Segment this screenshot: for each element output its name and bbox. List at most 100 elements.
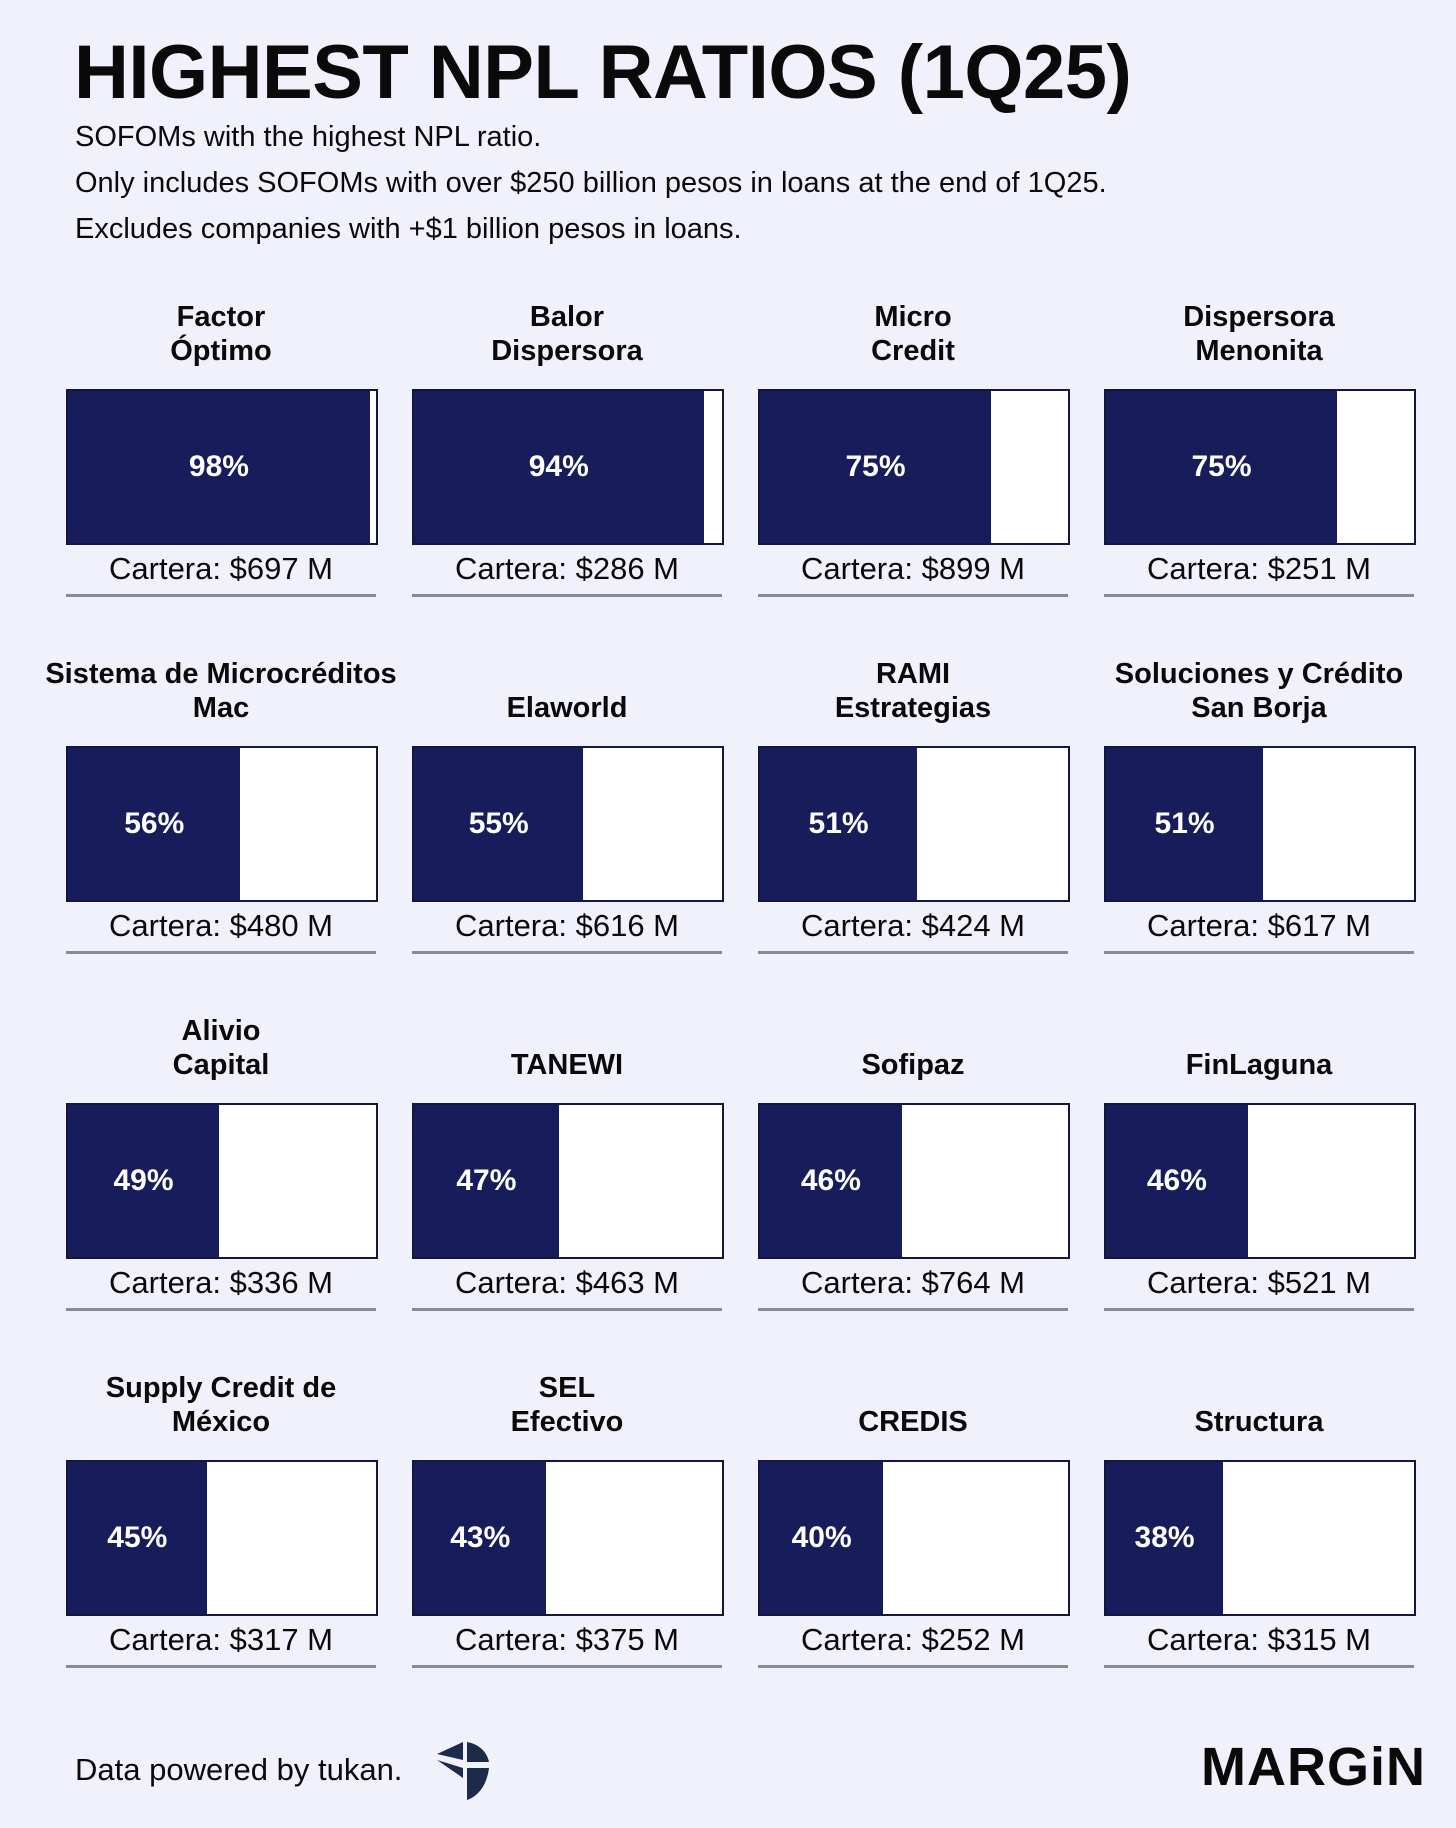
npl-bar: 56% — [66, 746, 378, 902]
card-divider — [1104, 1308, 1414, 1311]
npl-value-label: 55% — [468, 807, 529, 840]
npl-value-label: 75% — [1191, 450, 1252, 483]
cartera-value: Cartera: $251 M — [1147, 551, 1371, 586]
company-name-line: Dispersora — [491, 335, 643, 367]
npl-value-label: 43% — [450, 1521, 511, 1554]
cartera-value: Cartera: $697 M — [109, 551, 333, 586]
npl-value-label: 40% — [791, 1521, 852, 1554]
subtitle-line-1: SOFOMs with the highest NPL ratio. — [75, 121, 542, 153]
cartera-value: Cartera: $424 M — [801, 908, 1025, 943]
company-name: CREDIS — [718, 1339, 1108, 1439]
company-name-line: Soluciones y Crédito — [1114, 658, 1404, 690]
company-name-line: RAMI — [875, 658, 951, 690]
npl-bar-fill — [68, 748, 241, 900]
card-divider — [1104, 594, 1414, 597]
cartera-value: Cartera: $521 M — [1147, 1265, 1371, 1300]
cartera-value: Cartera: $315 M — [1147, 1622, 1371, 1657]
company-name-line: CREDIS — [858, 1406, 968, 1438]
company-name-line: Structura — [1194, 1406, 1324, 1438]
cartera-value: Cartera: $480 M — [109, 908, 333, 943]
company-name: Factor Óptimo — [26, 268, 416, 368]
npl-bar-fill — [414, 1462, 547, 1614]
company-name-line: Mac — [192, 692, 250, 724]
page-title: HIGHEST NPL RATIOS (1Q25) — [74, 30, 1132, 115]
card-divider — [758, 951, 1068, 954]
cartera-value: Cartera: $616 M — [455, 908, 679, 943]
company-name-line: TANEWI — [510, 1049, 624, 1081]
card-divider — [1104, 951, 1414, 954]
cartera-value: Cartera: $899 M — [801, 551, 1025, 586]
npl-bar: 46% — [758, 1103, 1070, 1259]
company-name: Balor Dispersora — [372, 268, 762, 368]
npl-value-label: 46% — [1146, 1164, 1207, 1197]
npl-value-label: 49% — [113, 1164, 174, 1197]
company-name-line: México — [171, 1406, 271, 1438]
npl-bar: 45% — [66, 1460, 378, 1616]
npl-value-label: 46% — [800, 1164, 861, 1197]
cartera-value: Cartera: $252 M — [801, 1622, 1025, 1657]
npl-value-label: 98% — [188, 450, 249, 483]
npl-bar-fill — [1106, 391, 1337, 543]
company-name: Structura — [1064, 1339, 1454, 1439]
npl-bar: 46% — [1104, 1103, 1416, 1259]
company-name-line: Balor — [529, 301, 605, 333]
company-name: Sofipaz — [718, 982, 1108, 1082]
company-name: Dispersora Menonita — [1064, 268, 1454, 368]
company-name: SEL Efectivo — [372, 1339, 762, 1439]
npl-bar: 75% — [1104, 389, 1416, 545]
company-name-line: Sistema de Microcréditos — [45, 658, 397, 690]
company-name-line: Credit — [871, 335, 955, 367]
brand-logo: MARGiN — [1201, 1737, 1426, 1797]
company-name-line: FinLaguna — [1185, 1049, 1333, 1081]
company-name-line: Sofipaz — [861, 1049, 965, 1081]
npl-bar-fill — [414, 1105, 559, 1257]
npl-bar-fill — [760, 1105, 902, 1257]
company-name: Alivio Capital — [26, 982, 416, 1082]
subtitle-line-3: Excludes companies with +$1 billion peso… — [75, 213, 742, 245]
card-divider — [412, 951, 722, 954]
npl-bar: 55% — [412, 746, 724, 902]
card-divider — [1104, 1665, 1414, 1668]
npl-bar: 98% — [66, 389, 378, 545]
company-name-line: Estrategias — [834, 692, 992, 724]
npl-bar: 49% — [66, 1103, 378, 1259]
npl-bar: 38% — [1104, 1460, 1416, 1616]
card-divider — [66, 1308, 376, 1311]
npl-bar-fill — [760, 748, 918, 900]
company-name-line: Dispersora — [1183, 301, 1335, 333]
card-divider — [758, 1308, 1068, 1311]
company-name-line: San Borja — [1191, 692, 1327, 724]
card-divider — [412, 594, 722, 597]
npl-bar: 40% — [758, 1460, 1070, 1616]
cartera-value: Cartera: $375 M — [455, 1622, 679, 1657]
company-name: FinLaguna — [1064, 982, 1454, 1082]
npl-bar-fill — [760, 1462, 884, 1614]
company-name: Soluciones y Crédito San Borja — [1064, 625, 1454, 725]
npl-bar: 51% — [1104, 746, 1416, 902]
subtitle: SOFOMs with the highest NPL ratio. Only … — [75, 114, 1107, 252]
card-divider — [412, 1308, 722, 1311]
company-name: Elaworld — [372, 625, 762, 725]
company-name-line: Alivio — [181, 1015, 261, 1047]
company-name-line: Menonita — [1195, 335, 1323, 367]
cartera-value: Cartera: $317 M — [109, 1622, 333, 1657]
npl-bar-fill — [1106, 1105, 1248, 1257]
npl-bar-fill — [414, 391, 704, 543]
npl-bar-fill — [1106, 748, 1264, 900]
cartera-value: Cartera: $764 M — [801, 1265, 1025, 1300]
card-divider — [66, 594, 376, 597]
cartera-value: Cartera: $286 M — [455, 551, 679, 586]
npl-bar-fill — [414, 748, 584, 900]
company-name: Supply Credit de México — [26, 1339, 416, 1439]
npl-value-label: 51% — [1154, 807, 1215, 840]
cartera-value: Cartera: $463 M — [455, 1265, 679, 1300]
card-divider — [412, 1665, 722, 1668]
tukan-logo-icon — [437, 1742, 489, 1800]
company-name-line: Micro — [874, 301, 952, 333]
npl-value-label: 47% — [456, 1164, 517, 1197]
npl-bar-fill — [760, 391, 991, 543]
card-divider — [758, 1665, 1068, 1668]
company-name-line: Capital — [172, 1049, 270, 1081]
cartera-value: Cartera: $617 M — [1147, 908, 1371, 943]
npl-bar-fill — [68, 1462, 207, 1614]
